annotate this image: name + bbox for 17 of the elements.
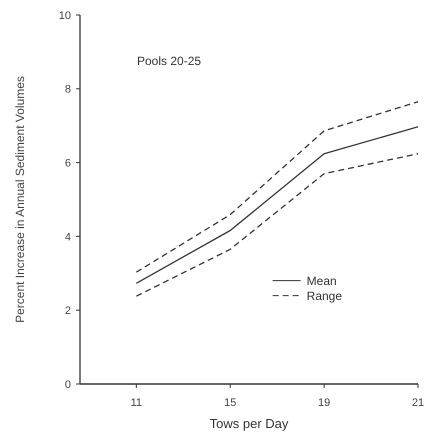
- x-tick-label: 19: [318, 397, 330, 409]
- y-tick-label: 6: [64, 157, 71, 170]
- y-tick-label: 0: [64, 378, 71, 391]
- x-tick-label: 11: [130, 397, 142, 409]
- x-tick-label: 15: [224, 397, 236, 409]
- annotation: Pools 20-25: [137, 54, 202, 68]
- y-tick-label: 2: [64, 305, 71, 318]
- x-tick-label: 21: [412, 397, 424, 409]
- y-tick-label: 10: [58, 10, 71, 22]
- y-tick-label: 4: [64, 231, 71, 244]
- y-axis-title: Percent Increase in Annual Sediment Volumes: [13, 76, 27, 323]
- line-series: [136, 126, 419, 284]
- line-series: [136, 101, 419, 273]
- legend-label: Range: [306, 288, 342, 303]
- legend-label: Mean: [306, 274, 337, 288]
- x-axis-title: Tows per Day: [210, 416, 289, 431]
- y-tick-label: 8: [64, 84, 71, 96]
